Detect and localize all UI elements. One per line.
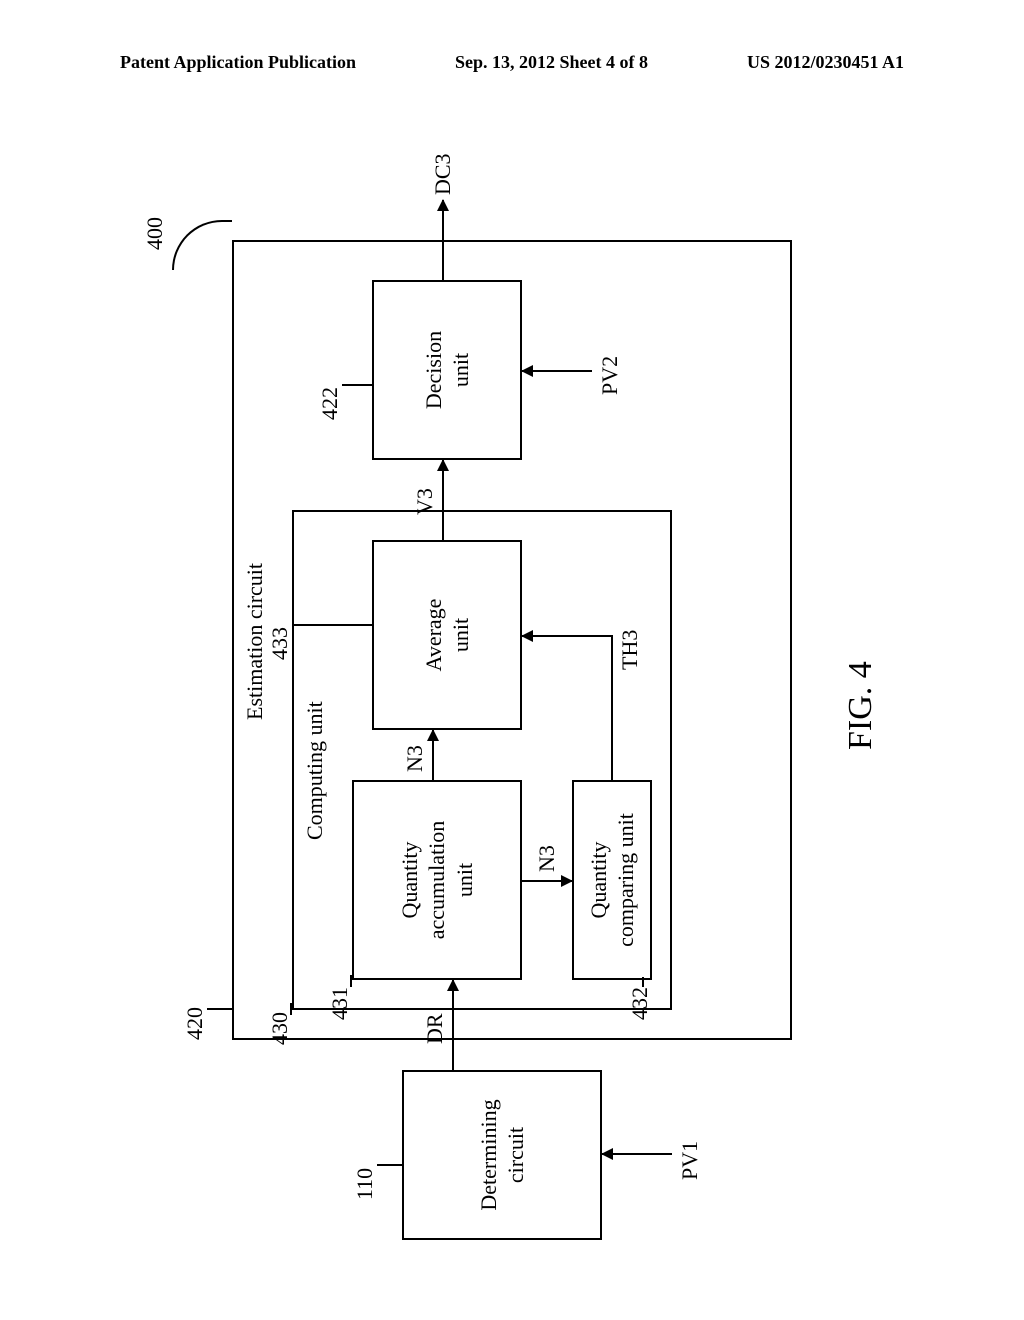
label-dc3: DC3: [430, 153, 456, 195]
leader-430: [290, 1003, 292, 1015]
header-left: Patent Application Publication: [120, 52, 356, 73]
header-mid: Sep. 13, 2012 Sheet 4 of 8: [455, 52, 648, 73]
leader-400: [172, 220, 232, 270]
leader-432: [642, 977, 644, 987]
arrow-dc3: [442, 200, 444, 280]
page-header: Patent Application Publication Sep. 13, …: [120, 52, 904, 73]
quantity-cmp-label: Quantity comparing unit: [585, 813, 640, 947]
estimation-circuit-title: Estimation circuit: [242, 563, 268, 720]
label-n3-right: N3: [402, 745, 428, 772]
arrow-pv2: [522, 370, 592, 372]
label-pv2: PV2: [597, 356, 623, 395]
arrow-v3: [442, 460, 444, 540]
arrow-n3-right: [432, 730, 434, 780]
determining-circuit-label: Determining circuit: [475, 1099, 530, 1210]
figure-viewport: 400 Determining circuit 110 PV1 DR Estim…: [122, 170, 902, 1270]
quantity-accum-box: Quantity accumulation unit: [352, 780, 522, 980]
arrow-n3-down: [522, 880, 572, 882]
ref-422: 422: [317, 387, 343, 420]
arrow-th3: [522, 635, 612, 637]
figure-4-diagram: 400 Determining circuit 110 PV1 DR Estim…: [122, 170, 902, 1270]
label-n3-down: N3: [534, 845, 560, 872]
determining-circuit-box: Determining circuit: [402, 1070, 602, 1240]
th3-h: [611, 635, 613, 780]
header-right: US 2012/0230451 A1: [747, 52, 904, 73]
ref-432: 432: [627, 987, 653, 1020]
average-unit-box: Average unit: [372, 540, 522, 730]
ref-420: 420: [182, 1007, 208, 1040]
ref-400: 400: [142, 217, 168, 250]
ref-433: 433: [267, 627, 293, 660]
leader-433: [292, 624, 372, 626]
decision-unit-label: Decision unit: [420, 331, 475, 409]
decision-unit-box: Decision unit: [372, 280, 522, 460]
leader-110: [377, 1164, 402, 1166]
ref-431: 431: [327, 987, 353, 1020]
ref-430: 430: [267, 1012, 293, 1045]
leader-422: [342, 384, 372, 386]
label-pv1: PV1: [677, 1141, 703, 1180]
average-unit-label: Average unit: [420, 599, 475, 672]
leader-420: [207, 1008, 232, 1010]
quantity-cmp-box: Quantity comparing unit: [572, 780, 652, 980]
computing-unit-title: Computing unit: [302, 701, 328, 840]
arrow-pv1: [602, 1153, 672, 1155]
label-th3: TH3: [617, 630, 643, 670]
ref-110: 110: [352, 1168, 378, 1200]
leader-431: [350, 975, 352, 987]
figure-caption: FIG. 4: [842, 661, 880, 750]
label-v3: V3: [412, 488, 438, 515]
quantity-accum-label: Quantity accumulation unit: [396, 821, 479, 940]
